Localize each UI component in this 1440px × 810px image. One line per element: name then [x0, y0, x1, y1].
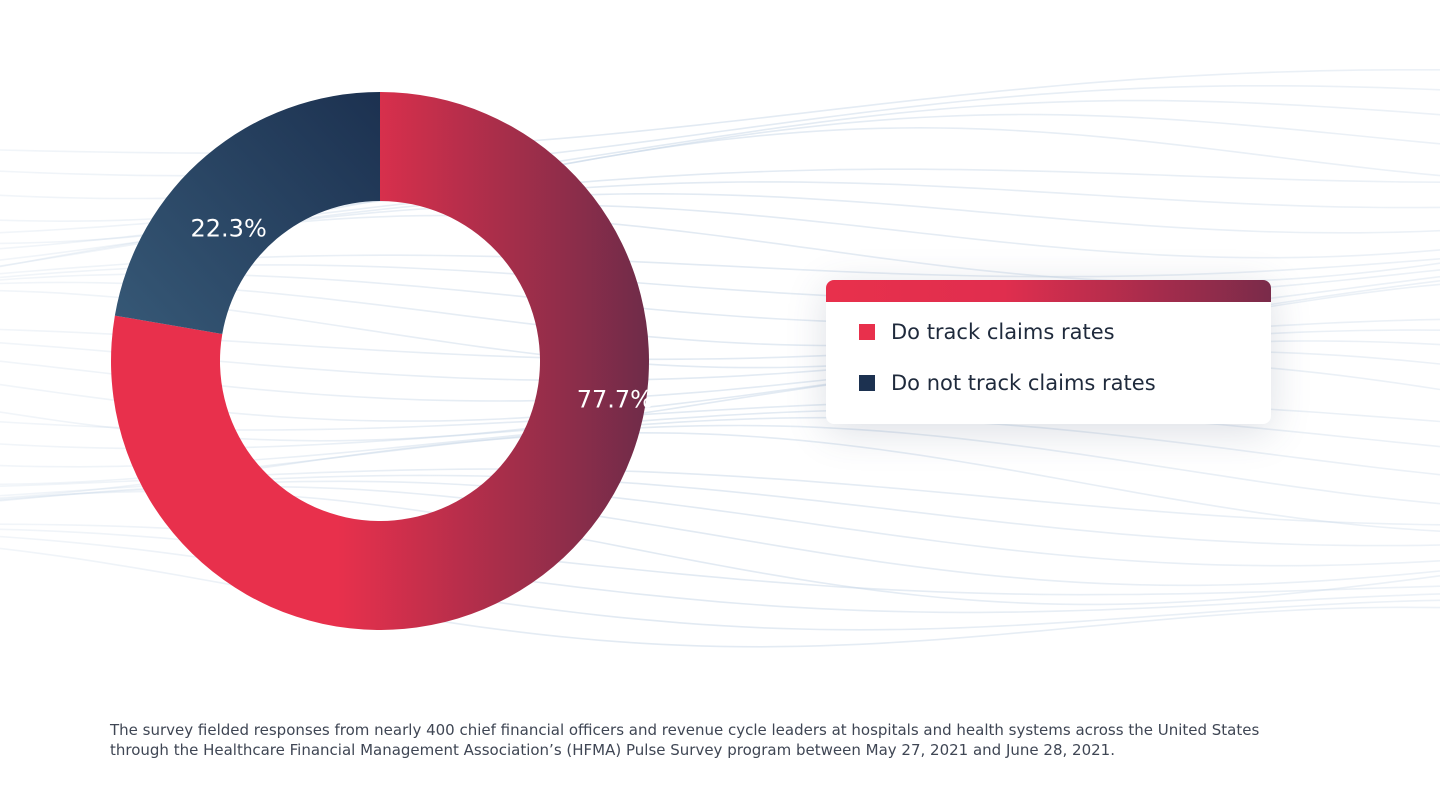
legend-header-bar	[826, 280, 1271, 302]
data-label-not-track: 22.3%	[191, 214, 267, 242]
chart-legend: Do track claims rates Do not track claim…	[826, 280, 1271, 424]
survey-footnote: The survey fielded responses from nearly…	[110, 720, 1350, 760]
footnote-line-2: through the Healthcare Financial Managem…	[110, 741, 1115, 759]
legend-label-track: Do track claims rates	[891, 320, 1115, 344]
legend-label-not-track: Do not track claims rates	[891, 371, 1156, 395]
footnote-line-1: The survey fielded responses from nearly…	[110, 721, 1260, 739]
legend-item-track: Do track claims rates	[859, 320, 1115, 344]
legend-swatch-track	[859, 324, 875, 340]
donut-slice-track	[110, 92, 649, 630]
legend-item-not-track: Do not track claims rates	[859, 371, 1156, 395]
legend-swatch-not-track	[859, 375, 875, 391]
data-label-track: 77.7%	[577, 386, 653, 414]
donut-slice-not-track	[114, 92, 380, 334]
